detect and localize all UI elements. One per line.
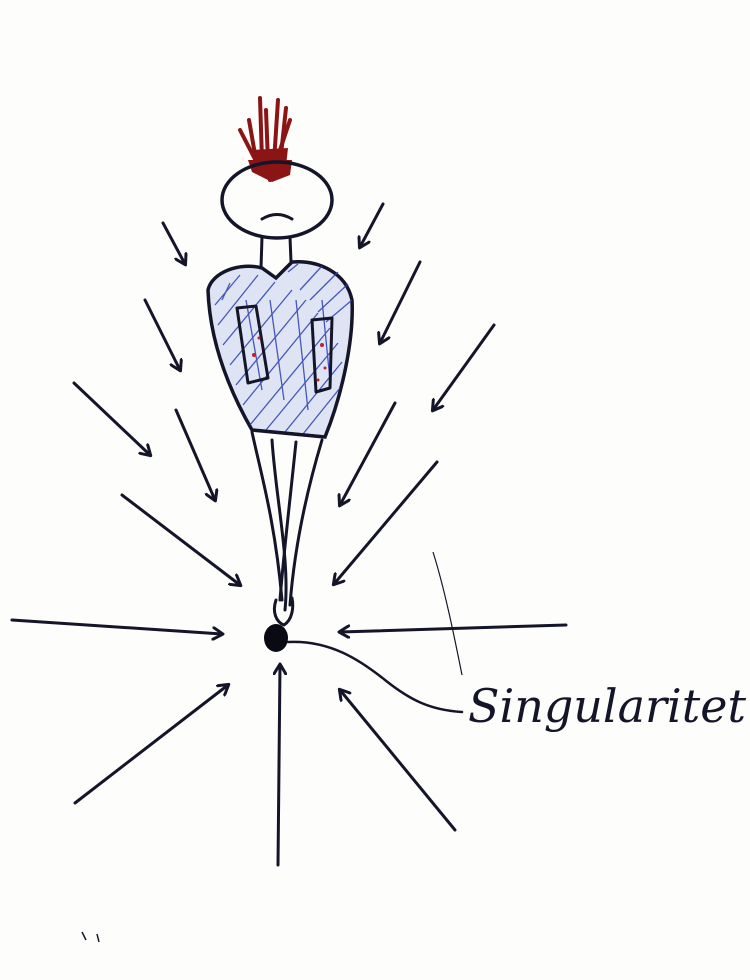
stretched-figure: [206, 96, 354, 627]
right-leg: [278, 440, 298, 602]
right-arm: [310, 316, 334, 394]
sad-mouth: [260, 213, 294, 221]
left-arm: [235, 304, 270, 385]
singularity-label: Singularitet: [468, 679, 746, 733]
arrow: [174, 408, 215, 500]
arrow: [278, 665, 280, 867]
arrow: [120, 493, 240, 585]
paper-mark: [81, 931, 100, 943]
arrow: [340, 401, 397, 505]
singularity-point: [264, 624, 288, 652]
arrow: [360, 202, 385, 247]
label-leader-line: [286, 640, 464, 714]
arrow: [143, 298, 180, 370]
blood-spots: [252, 336, 327, 382]
head: [220, 160, 334, 240]
arrow: [161, 221, 185, 264]
inward-arrows: [10, 202, 568, 867]
arrow: [334, 460, 439, 584]
shirt-hatching: [214, 263, 353, 435]
stray-line: [432, 551, 463, 676]
arrow: [340, 690, 457, 832]
arrow: [433, 323, 496, 410]
arrow: [340, 623, 568, 632]
arrow: [380, 260, 422, 343]
left-leg: [270, 438, 288, 612]
neck: [288, 235, 293, 264]
arrow: [10, 618, 222, 634]
arrow: [73, 685, 228, 805]
neck: [259, 235, 264, 270]
arrow: [72, 381, 150, 455]
feet: [272, 596, 295, 627]
waist: [257, 429, 321, 437]
right-leg: [288, 438, 324, 607]
left-leg: [250, 430, 284, 602]
